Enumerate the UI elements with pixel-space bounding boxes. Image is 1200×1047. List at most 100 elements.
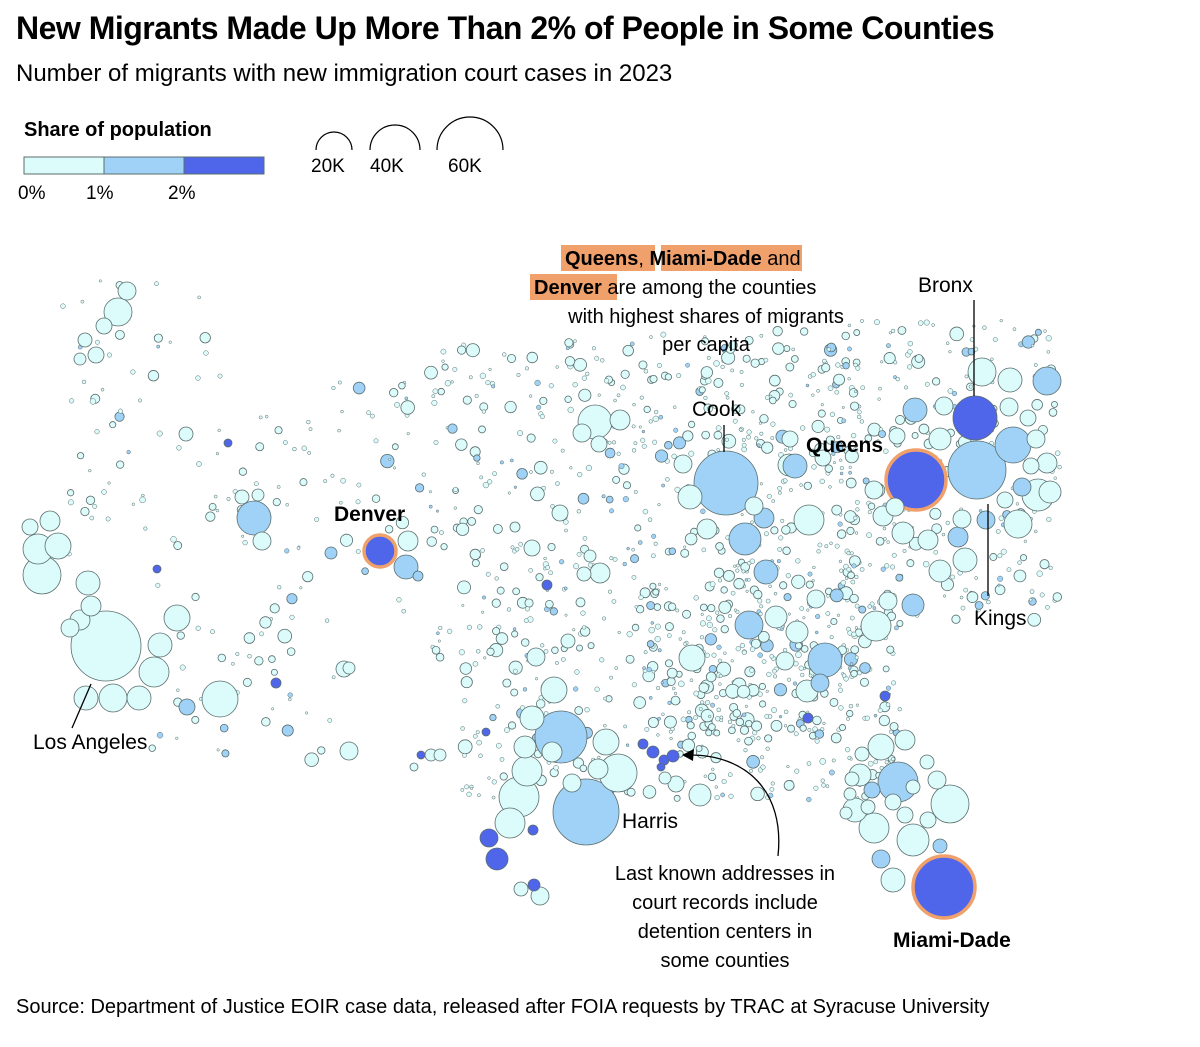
county-bubble <box>997 553 1003 559</box>
county-bubble <box>706 355 711 360</box>
county-bubble <box>824 544 829 549</box>
county-bubble <box>715 542 724 551</box>
county-bubble <box>989 553 998 561</box>
county-bubble <box>154 281 159 287</box>
county-bubble <box>838 478 844 484</box>
county-bubble <box>777 546 783 552</box>
county-bubble <box>447 423 458 434</box>
county-bubble <box>77 332 93 348</box>
county-bubble <box>199 332 211 344</box>
county-bubble <box>950 574 956 580</box>
county-bubble <box>195 625 201 631</box>
county-bubble <box>462 753 467 758</box>
county-bubble <box>81 379 87 385</box>
county-bubble <box>1051 400 1058 408</box>
county-bubble <box>934 396 954 416</box>
county-bubble <box>855 703 860 707</box>
county-bubble <box>811 393 815 397</box>
county-bubble <box>331 675 336 680</box>
county-bubble <box>485 379 491 386</box>
county-bubble <box>800 672 805 678</box>
county-bubble <box>639 395 644 400</box>
county-bubble <box>1022 457 1040 475</box>
county-bubble <box>814 729 825 739</box>
county-bubble <box>474 393 479 398</box>
label-denver: Denver <box>334 503 405 526</box>
county-bubble <box>918 423 930 435</box>
county-bubble <box>622 561 627 567</box>
county-bubble <box>507 353 517 363</box>
county-bubble <box>476 739 482 746</box>
ann-bottom-4: some counties <box>661 950 790 972</box>
county-bubble <box>759 604 764 609</box>
county-bubble <box>867 510 872 515</box>
county-bubble <box>444 380 452 387</box>
county-bubble <box>479 475 484 480</box>
county-bubble <box>906 559 915 568</box>
county-bubble <box>825 435 835 445</box>
county-bubble <box>513 485 517 489</box>
county-bubble <box>485 847 509 871</box>
county-bubble <box>889 722 899 732</box>
color-legend-title: Share of population <box>24 119 212 141</box>
county-bubble <box>201 680 239 718</box>
county-bubble <box>787 612 791 616</box>
county-bubble <box>599 657 605 663</box>
county-bubble <box>667 775 685 793</box>
county-bubble <box>216 748 220 752</box>
county-bubble <box>803 481 812 491</box>
county-bubble <box>1006 567 1012 573</box>
county-bubble <box>100 387 105 392</box>
county-bubble <box>494 576 499 581</box>
county-bubble <box>741 437 746 442</box>
county-bubble <box>720 586 728 594</box>
county-bubble <box>687 731 696 741</box>
county-bubble <box>968 384 973 389</box>
county-bubble <box>1046 350 1050 354</box>
county-bubble <box>872 606 877 610</box>
county-bubble <box>483 656 487 660</box>
county-bubble <box>846 567 852 572</box>
county-bubble <box>1012 327 1017 332</box>
county-bubble <box>504 400 517 414</box>
county-bubble <box>513 881 529 897</box>
county-bubble <box>765 598 771 604</box>
county-bubble <box>999 319 1003 323</box>
county-bubble <box>215 452 219 456</box>
county-bubble <box>886 645 895 654</box>
county-bubble <box>502 352 507 357</box>
county-bubble <box>535 573 544 582</box>
county-bubble <box>457 739 473 755</box>
county-bubble <box>781 525 791 535</box>
county-bubble <box>846 717 850 721</box>
county-bubble <box>799 724 807 732</box>
county-bubble <box>716 644 722 650</box>
county-bubble <box>1027 612 1042 627</box>
county-bubble <box>421 472 426 477</box>
county-bubble <box>494 807 526 839</box>
county-bubble <box>999 397 1019 417</box>
county-bubble <box>739 642 746 649</box>
county-bubble <box>713 567 725 579</box>
county-bubble <box>73 685 99 711</box>
county-bubble <box>452 366 458 372</box>
county-bubble <box>526 351 538 364</box>
county-bubble <box>394 401 400 408</box>
county-bubble <box>107 481 111 485</box>
county-bubble <box>452 486 459 493</box>
county-bubble <box>952 509 972 529</box>
county-bubble <box>465 343 480 358</box>
county-bubble <box>888 427 906 445</box>
county-bubble <box>839 806 853 820</box>
county-bubble <box>576 566 592 582</box>
county-bubble <box>997 583 1001 587</box>
county-bubble <box>868 563 872 567</box>
county-bubble <box>682 609 692 619</box>
county-bubble <box>404 396 409 401</box>
county-bubble <box>795 651 802 659</box>
county-bubble <box>195 375 201 381</box>
county-bubble <box>720 792 725 798</box>
county-bubble <box>455 438 468 451</box>
county-bubble <box>877 708 883 713</box>
